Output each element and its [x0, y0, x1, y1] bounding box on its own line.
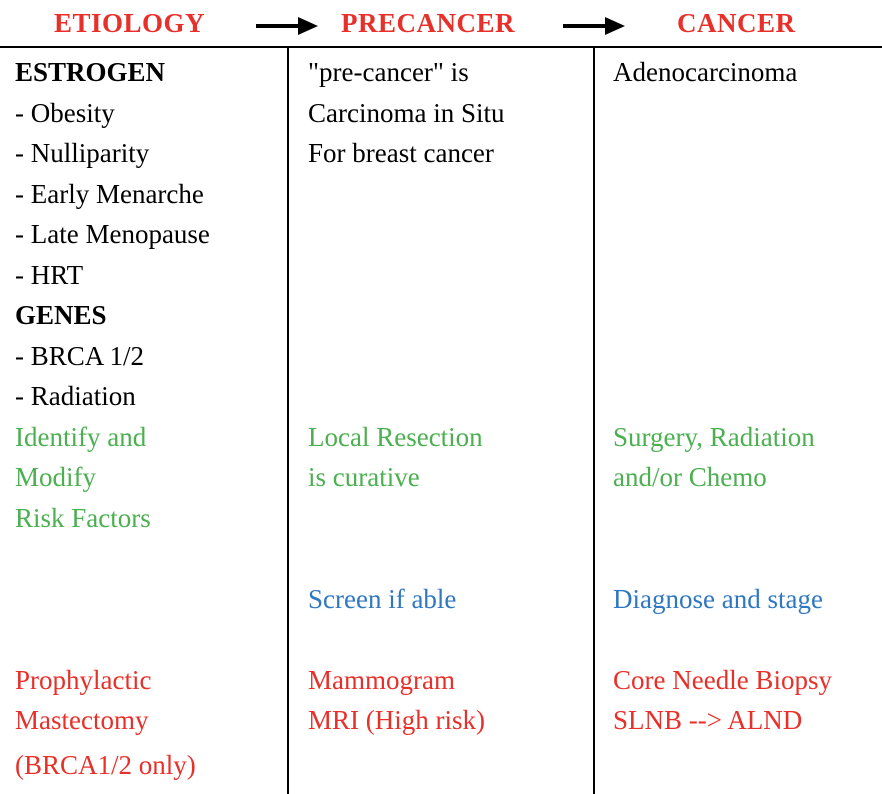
spacer [613, 336, 832, 377]
etiology-line: GENES [15, 300, 107, 330]
cancer-management: Surgery, Radiation [613, 421, 815, 452]
column-divider [593, 46, 595, 794]
etiology-procedure: (BRCA1/2 only) [15, 749, 196, 780]
column-divider [287, 46, 289, 794]
spacer [308, 498, 504, 539]
spacer [613, 498, 832, 539]
spacer [613, 214, 832, 255]
spacer [613, 619, 832, 660]
spacer [308, 295, 504, 336]
etiology-line: - Nulliparity [15, 138, 150, 168]
etiology-line: - Late Menopause [15, 219, 210, 249]
precancer-procedure: MRI (High risk) [308, 705, 485, 735]
header-etiology: ETIOLOGY [54, 8, 206, 38]
spacer [308, 255, 504, 296]
cancer-procedure: SLNB --> ALND [613, 705, 803, 735]
spacer [308, 214, 504, 255]
header-cancer: CANCER [677, 8, 796, 38]
etiology-management: Modify [15, 462, 96, 492]
spacer [308, 538, 504, 579]
spacer [308, 376, 504, 417]
etiology-management: Risk Factors [15, 502, 151, 533]
spacer [613, 133, 832, 174]
table-header: ETIOLOGY PRECANCER CANCER [0, 0, 882, 48]
cancer-line: Adenocarcinoma [613, 57, 798, 87]
precancer-screening: Screen if able [308, 583, 457, 614]
etiology-line: - BRCA 1/2 [15, 340, 145, 371]
spacer [15, 579, 210, 620]
spacer [613, 538, 832, 579]
etiology-management: Identify and [15, 421, 147, 452]
cancer-column: Adenocarcinoma Surgery, Radiation and/or… [613, 52, 832, 741]
precancer-line: Carcinoma in Situ [308, 97, 505, 128]
cancer-management: and/or Chemo [613, 462, 767, 492]
spacer [613, 295, 832, 336]
spacer [15, 538, 210, 579]
etiology-line: - Obesity [15, 97, 115, 128]
precancer-management: is curative [308, 462, 420, 492]
etiology-procedure: Prophylactic [15, 664, 152, 695]
spacer [613, 93, 832, 134]
etiology-line: - HRT [15, 259, 84, 290]
precancer-line: "pre-cancer" is [308, 57, 469, 87]
cancer-procedure: Core Needle Biopsy [613, 664, 832, 695]
spacer [613, 376, 832, 417]
precancer-line: For breast cancer [308, 138, 494, 168]
spacer [308, 174, 504, 215]
precancer-column: "pre-cancer" is Carcinoma in Situ For br… [308, 52, 504, 741]
spacer [308, 619, 504, 660]
etiology-line: - Radiation [15, 381, 136, 411]
spacer [15, 619, 210, 660]
cancer-screening: Diagnose and stage [613, 583, 823, 614]
right-arrow-icon [256, 17, 318, 35]
etiology-procedure: Mastectomy [15, 705, 149, 735]
spacer [613, 255, 832, 296]
spacer [613, 174, 832, 215]
etiology-line: ESTROGEN [15, 57, 166, 87]
etiology-column: ESTROGEN - Obesity - Nulliparity - Early… [15, 52, 210, 785]
right-arrow-icon [563, 17, 625, 35]
spacer [308, 336, 504, 377]
precancer-management: Local Resection [308, 421, 483, 452]
header-precancer: PRECANCER [341, 8, 516, 38]
precancer-procedure: Mammogram [308, 664, 455, 695]
etiology-line: - Early Menarche [15, 178, 204, 209]
